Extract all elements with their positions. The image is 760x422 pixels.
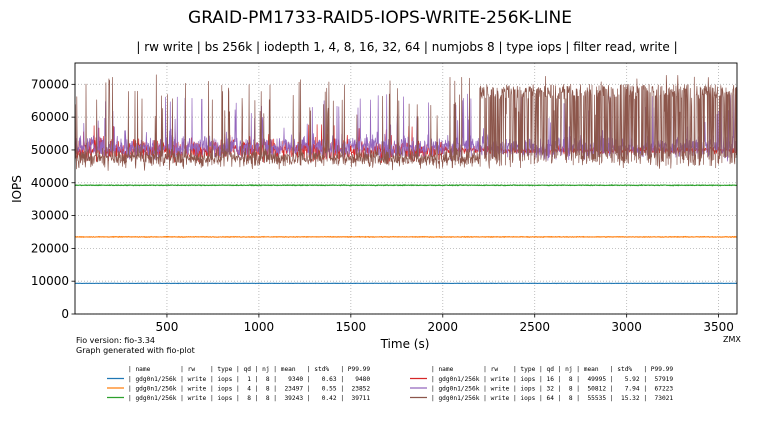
y-tick-label: 30000: [31, 209, 69, 223]
y-axis-label: IOPS: [10, 175, 24, 203]
x-tick-label: 2500: [519, 320, 550, 334]
y-axis-ticks: 0 10000 20000 30000 40000 50000 60000 70000: [31, 77, 75, 321]
x-tick-label: 3500: [703, 320, 734, 334]
x-tick-label: 1500: [336, 320, 367, 334]
x-axis-ticks: 500 1000 1500 2000 2500 3000 3500: [155, 314, 734, 334]
x-tick-label: 500: [155, 320, 178, 334]
series-line-qd64: [74, 74, 738, 171]
y-tick-label: 0: [61, 307, 69, 321]
x-axis-label: Time (s): [380, 337, 430, 351]
series-line-qd8: [74, 184, 738, 187]
series-line-qd4: [74, 235, 738, 238]
y-tick-label: 60000: [31, 110, 69, 124]
x-tick-label: 2000: [428, 320, 459, 334]
legend-entry-qd16: | gdg0n1/256k | write | iops | 16 | 8 | …: [431, 376, 673, 383]
series-lines: [74, 74, 738, 285]
y-tick-label: 20000: [31, 241, 69, 255]
legend: | name | rw | type | qd | nj | mean | st…: [107, 366, 673, 402]
legend-entry-qd1: | gdg0n1/256k | write | iops | 1 | 8 | 9…: [128, 376, 370, 383]
y-tick-label: 40000: [31, 176, 69, 190]
footer-fio-version: Fio version: fio-3.34: [76, 336, 155, 345]
series-line-qd1: [74, 282, 738, 285]
legend-entry-qd4: | gdg0n1/256k | write | iops | 4 | 8 | 2…: [128, 386, 370, 393]
x-tick-label: 3000: [611, 320, 642, 334]
legend-entry-qd32: | gdg0n1/256k | write | iops | 32 | 8 | …: [431, 386, 673, 393]
x-tick-label: 1000: [244, 320, 275, 334]
legend-entry-qd64: | gdg0n1/256k | write | iops | 64 | 8 | …: [431, 395, 673, 402]
corner-label: ZMX: [723, 335, 741, 344]
legend-header-left: | name | rw | type | qd | nj | mean | st…: [128, 366, 370, 373]
chart-subtitle: | rw write | bs 256k | iodepth 1, 4, 8, …: [136, 40, 677, 54]
y-tick-label: 70000: [31, 77, 69, 91]
y-tick-label: 50000: [31, 143, 69, 157]
legend-header-right: | name | rw | type | qd | nj | mean | st…: [431, 366, 673, 373]
y-tick-label: 10000: [31, 274, 69, 288]
legend-entry-qd8: | gdg0n1/256k | write | iops | 8 | 8 | 3…: [128, 395, 370, 402]
plot-frame: [74, 62, 738, 315]
footer-generated-by: Graph generated with fio-plot: [76, 346, 195, 355]
chart-title: GRAID-PM1733-RAID5-IOPS-WRITE-256K-LINE: [188, 8, 572, 28]
